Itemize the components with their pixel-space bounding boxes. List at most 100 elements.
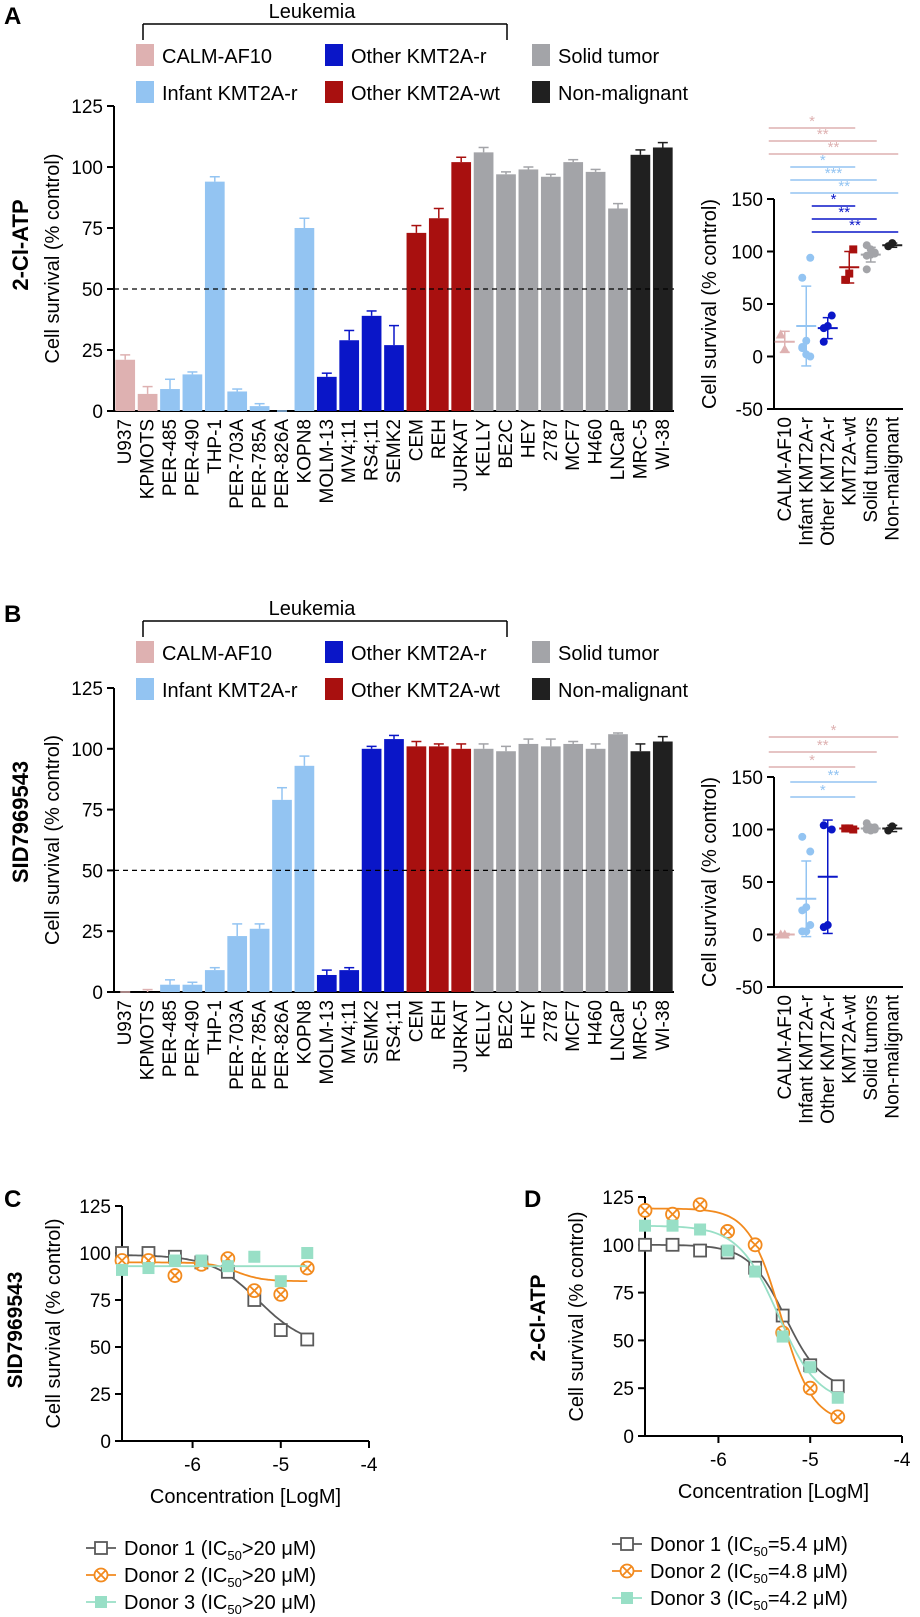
x-tick-label: KELLY xyxy=(474,1000,495,1058)
legend-swatch-solid xyxy=(532,44,550,66)
x-tick-label: Non-malignant xyxy=(882,994,903,1118)
bar-PER-485 xyxy=(160,984,180,992)
y-tick-label: 50 xyxy=(90,1338,111,1359)
y-tick-label: 100 xyxy=(602,1236,634,1257)
bar-PER-785A xyxy=(249,928,270,992)
marker-square-open xyxy=(638,1237,652,1252)
x-tick-label: PER-485 xyxy=(160,1000,181,1077)
y-tick-label: 50 xyxy=(742,295,763,316)
bar-KPMOTS xyxy=(137,393,158,411)
x-tick-label: REH xyxy=(429,419,450,459)
data-point xyxy=(802,336,811,345)
leukemia-label: Leukemia xyxy=(269,598,357,620)
x-tick-label: 2787 xyxy=(541,1000,562,1042)
marker-square-filled xyxy=(116,1263,128,1276)
bar-MV4;11 xyxy=(339,340,360,411)
data-point xyxy=(849,245,858,254)
legend-donor-label: Donor 1 (IC50=5.4 μM) xyxy=(650,1534,848,1559)
data-point xyxy=(888,822,897,831)
y-axis-label: Cell survival (% control) xyxy=(42,153,64,363)
y-tick-label: 75 xyxy=(82,801,103,822)
legend-donor-label: Donor 2 (IC50=4.8 μM) xyxy=(650,1561,848,1586)
x-tick-label: PER-826A xyxy=(272,1000,293,1090)
legend-donor-label: Donor 2 (IC50>20 μM) xyxy=(124,1565,316,1590)
legend-label-infant: Infant KMT2A-r xyxy=(162,680,298,702)
marker-cross xyxy=(722,1226,733,1237)
marker-square-filled xyxy=(142,1262,155,1275)
data-point xyxy=(819,821,828,830)
y-tick-label: 100 xyxy=(71,158,103,179)
x-tick-label: MCF7 xyxy=(563,1000,584,1052)
x-tick-label: MRC-5 xyxy=(630,419,651,479)
y-tick-label: 125 xyxy=(71,679,103,700)
marker-cross xyxy=(667,1209,678,1220)
legend-donor-label: Donor 3 (IC50=4.2 μM) xyxy=(650,1588,848,1613)
data-point xyxy=(806,352,815,361)
x-tick-label: U937 xyxy=(115,1000,136,1045)
y-tick-label: 25 xyxy=(82,341,103,362)
marker-cross xyxy=(805,1383,816,1394)
x-tick-label: KMT2A-wt xyxy=(839,994,860,1083)
bar-H460 xyxy=(585,171,606,411)
y-tick-label: 150 xyxy=(731,190,763,211)
significance-label: ** xyxy=(817,126,829,143)
x-tick-label: KPMOTS xyxy=(138,1000,159,1080)
significance-label: * xyxy=(831,722,837,739)
x-tick-label: PER-485 xyxy=(160,419,181,496)
marker-square-filled xyxy=(95,1596,107,1608)
bar-THP-1 xyxy=(204,181,225,411)
marker-square-filled xyxy=(274,1275,287,1288)
marker-square-filled xyxy=(301,1247,314,1259)
x-tick-label: KPMOTS xyxy=(138,419,159,499)
bar-SEMK2 xyxy=(361,748,382,992)
x-tick-label: PER-490 xyxy=(182,1000,203,1077)
data-point xyxy=(870,249,879,258)
bar-MCF7 xyxy=(563,743,584,992)
x-tick-label: KOPN8 xyxy=(294,419,315,483)
data-point xyxy=(802,903,811,912)
y-tick-label: -50 xyxy=(736,400,763,421)
bar-MV4;11 xyxy=(339,970,360,992)
x-tick-label: Infant KMT2A-r xyxy=(796,994,817,1123)
marker-square-open xyxy=(300,1332,315,1347)
y-tick-label: 150 xyxy=(731,768,763,789)
x-tick-label: RS4;11 xyxy=(384,1000,405,1062)
data-point xyxy=(823,921,832,930)
bar-SEMK2 xyxy=(384,345,404,411)
y-axis-label: Cell survival (% control) xyxy=(42,735,64,945)
x-tick-label: THP-1 xyxy=(205,1000,226,1055)
y-tick-label: 125 xyxy=(602,1188,634,1209)
significance-label: * xyxy=(831,191,837,208)
data-point xyxy=(849,825,858,834)
y-tick-label: 125 xyxy=(79,1197,111,1218)
bar-PER-826A xyxy=(272,799,292,992)
x-tick-label: H460 xyxy=(586,1000,607,1045)
marker-square-filled xyxy=(621,1592,633,1604)
x-tick-label: KOPN8 xyxy=(294,1000,315,1064)
y-tick-label: 125 xyxy=(71,97,103,118)
data-point xyxy=(775,329,786,339)
legend-subscript: 50 xyxy=(227,1548,241,1563)
compound-label-a: 2-Cl-ATP xyxy=(8,199,33,290)
data-point xyxy=(862,251,871,260)
marker-cross xyxy=(694,1199,706,1210)
x-tick-label: -4 xyxy=(361,1455,378,1476)
bar-HEY xyxy=(518,743,539,992)
data-point xyxy=(806,921,815,930)
legend-text: =4.2 μM) xyxy=(768,1588,848,1610)
x-tick-label: WI-38 xyxy=(653,1000,674,1051)
x-tick-label: MOLM-13 xyxy=(317,419,338,503)
marker-square-filled xyxy=(776,1330,789,1343)
data-point xyxy=(806,847,815,856)
significance-label: ** xyxy=(838,204,850,221)
legend-text: Donor 2 (IC xyxy=(124,1565,227,1587)
panel-letter-d: D xyxy=(524,1186,541,1213)
y-axis-label: Cell survival (% control) xyxy=(43,1218,65,1428)
bar-MCF7 xyxy=(563,162,584,411)
x-tick-label: MV4;11 xyxy=(339,419,360,483)
x-tick-label: -6 xyxy=(184,1455,201,1476)
marker-square-open xyxy=(665,1237,680,1252)
y-axis-label: Cell survival (% control) xyxy=(699,199,721,409)
y-tick-label: -50 xyxy=(736,978,763,999)
data-point xyxy=(888,239,897,248)
